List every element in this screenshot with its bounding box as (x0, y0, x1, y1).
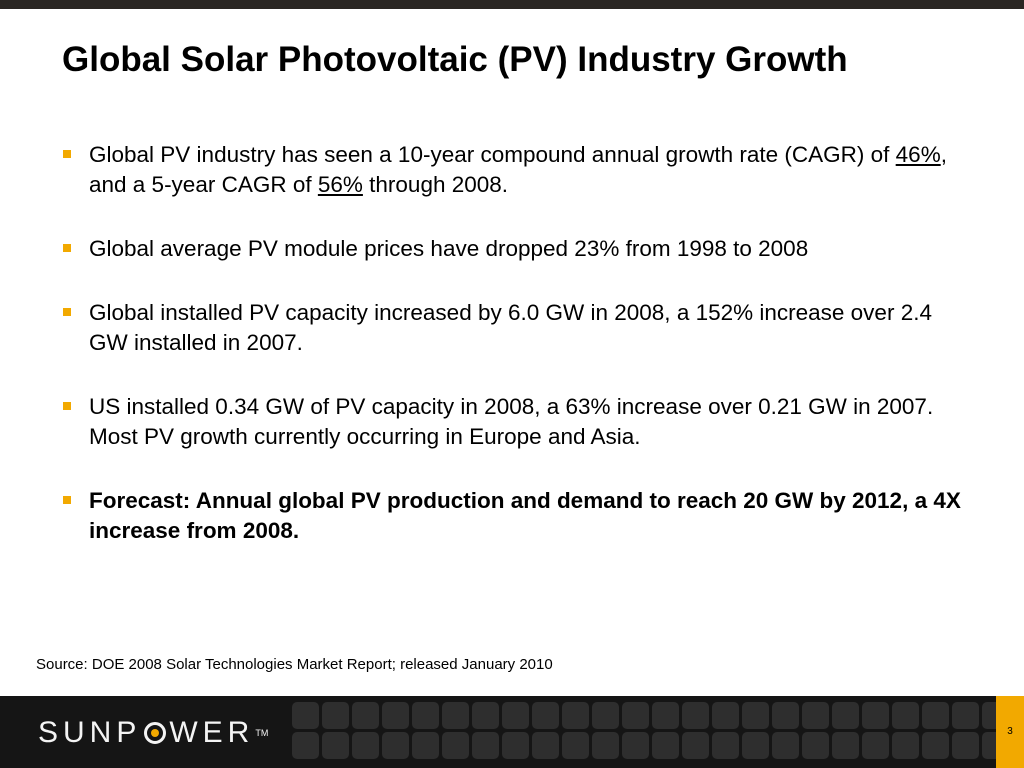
solar-cell-tile (292, 732, 319, 759)
trademark-mark: TM (255, 728, 269, 738)
solar-cell-tile (952, 732, 979, 759)
cagr-5yr-value: 56% (317, 172, 363, 197)
solar-cell-tile (592, 732, 619, 759)
solar-cell-tile (712, 702, 739, 729)
page-number-box: 3 (996, 696, 1024, 768)
solar-cell-tile (502, 732, 529, 759)
bullet-text: Forecast: Annual global PV production an… (89, 488, 961, 543)
solar-cell-tile (772, 702, 799, 729)
logo-sun-icon (144, 722, 167, 744)
solar-cell-tile (862, 702, 889, 729)
solar-cell-tile (352, 702, 379, 729)
solar-cell-tile (712, 732, 739, 759)
solar-cell-tile (742, 732, 769, 759)
bullet-item-global-capacity: Global installed PV capacity increased b… (62, 298, 962, 358)
page-number: 3 (1007, 726, 1013, 737)
solar-cell-tile (442, 732, 469, 759)
solar-cell-tile (502, 702, 529, 729)
bullet-square-icon (63, 308, 71, 316)
source-citation: Source: DOE 2008 Solar Technologies Mark… (36, 656, 553, 673)
solar-cell-tile (922, 702, 949, 729)
bullet-text: US installed 0.34 GW of PV capacity in 2… (89, 394, 934, 449)
solar-cell-tile (562, 732, 589, 759)
solar-cell-tile (802, 702, 829, 729)
solar-cell-tile (622, 702, 649, 729)
solar-cell-tile (532, 702, 559, 729)
solar-cell-tile (682, 702, 709, 729)
solar-cell-tile (292, 702, 319, 729)
solar-cell-tile (322, 702, 349, 729)
solar-cell-tile (742, 702, 769, 729)
bullet-text: Global installed PV capacity increased b… (89, 300, 932, 355)
bullet-text: Global PV industry has seen a 10-year co… (89, 142, 896, 167)
solar-cell-tile (622, 732, 649, 759)
solar-cell-tile (802, 732, 829, 759)
bullet-square-icon (63, 496, 71, 504)
solar-cell-tile (892, 702, 919, 729)
top-bar (0, 0, 1024, 9)
solar-cell-tile (682, 732, 709, 759)
solar-cell-tile (832, 732, 859, 759)
bullet-square-icon (63, 150, 71, 158)
solar-cell-tile (562, 702, 589, 729)
solar-cell-tile (472, 732, 499, 759)
solar-cell-tile (322, 732, 349, 759)
solar-cell-tile (472, 702, 499, 729)
solar-panel-pattern (292, 702, 1009, 759)
bullet-text: , and a 5-year CAGR of (89, 142, 947, 197)
solar-cell-tile (952, 702, 979, 729)
solar-cell-tile (352, 732, 379, 759)
solar-cell-tile (892, 732, 919, 759)
solar-cell-tile (772, 732, 799, 759)
bullet-square-icon (63, 244, 71, 252)
footer-bar: SUNP WERTM 3 (0, 696, 1024, 768)
bullet-item-forecast: Forecast: Annual global PV production an… (62, 486, 962, 546)
bullet-text: through 2008. (362, 172, 509, 197)
solar-cell-tile (412, 732, 439, 759)
bullet-list: Global PV industry has seen a 10-year co… (62, 140, 962, 580)
logo-text: WER (169, 716, 255, 749)
bullet-item-cagr: Global PV industry has seen a 10-year co… (62, 140, 962, 200)
cagr-10yr-value: 46% (895, 142, 941, 167)
logo-text: SUNP (38, 716, 142, 749)
solar-cell-tile (382, 702, 409, 729)
solar-cell-tile (832, 702, 859, 729)
solar-cell-tile (592, 702, 619, 729)
bullet-item-prices: Global average PV module prices have dro… (62, 234, 962, 264)
solar-cell-tile (652, 702, 679, 729)
solar-cell-tile (652, 732, 679, 759)
solar-cell-tile (862, 732, 889, 759)
bullet-square-icon (63, 402, 71, 410)
solar-cell-tile (922, 732, 949, 759)
solar-cell-tile (382, 732, 409, 759)
sunpower-logo: SUNP WERTM (38, 718, 268, 748)
solar-cell-tile (412, 702, 439, 729)
slide-title: Global Solar Photovoltaic (PV) Industry … (62, 40, 848, 79)
bullet-text: Global average PV module prices have dro… (89, 236, 809, 261)
solar-cell-tile (532, 732, 559, 759)
bullet-item-us-capacity: US installed 0.34 GW of PV capacity in 2… (62, 392, 962, 452)
solar-cell-tile (442, 702, 469, 729)
